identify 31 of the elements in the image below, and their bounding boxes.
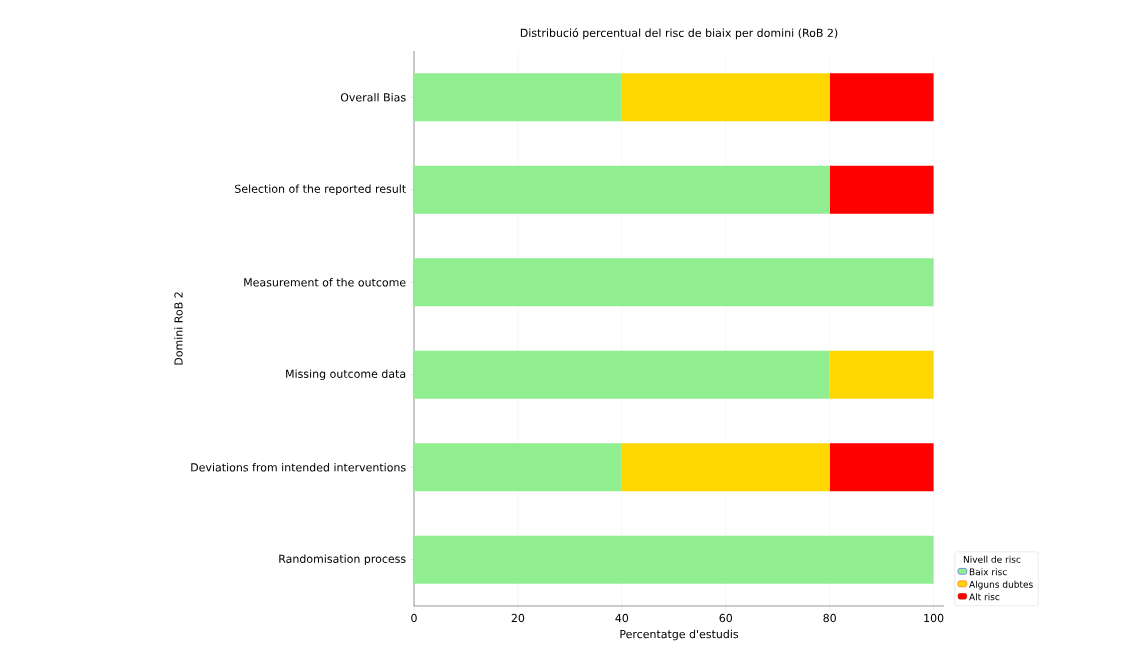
bar xyxy=(621,73,830,122)
legend-title: Nivell de risc xyxy=(963,555,1021,563)
y-tick-label: Measurement of the outcome xyxy=(244,277,406,287)
y-tick-label: Missing outcome data xyxy=(286,369,406,381)
x-tick-label: 60 xyxy=(719,613,733,623)
legend-label: Baix risc xyxy=(969,568,1007,576)
bar xyxy=(829,165,934,214)
x-tick-label: 40 xyxy=(615,613,629,623)
x-axis-title: Percentatge d'estudis xyxy=(620,629,739,641)
bar xyxy=(621,443,830,492)
bar xyxy=(414,165,830,214)
bar xyxy=(829,443,934,492)
bar xyxy=(414,73,622,122)
bar xyxy=(829,73,934,122)
y-tick-label: Randomisation process xyxy=(279,554,406,566)
x-tick-label: 0 xyxy=(411,613,417,623)
legend-label: Alt risc xyxy=(969,593,1000,601)
y-axis-title: Domini RoB 2 xyxy=(174,292,183,365)
y-tick-label: Selection of the reported result xyxy=(235,184,406,196)
x-tick-label: 80 xyxy=(823,613,836,623)
bar xyxy=(414,443,622,492)
bar xyxy=(414,258,934,307)
y-tick-label: Overall Bias xyxy=(340,92,406,102)
bar xyxy=(829,350,934,399)
chart-title: Distribució percentual del risc de biaix per domini (RoB 2) xyxy=(520,28,838,40)
bar xyxy=(414,535,934,584)
x-tick-label: 100 xyxy=(924,613,944,623)
x-tick-label: 20 xyxy=(511,613,525,623)
legend-label: Alguns dubtes xyxy=(969,580,1033,590)
bar xyxy=(414,350,830,399)
y-tick-label: Deviations from intended interventions xyxy=(191,462,406,472)
